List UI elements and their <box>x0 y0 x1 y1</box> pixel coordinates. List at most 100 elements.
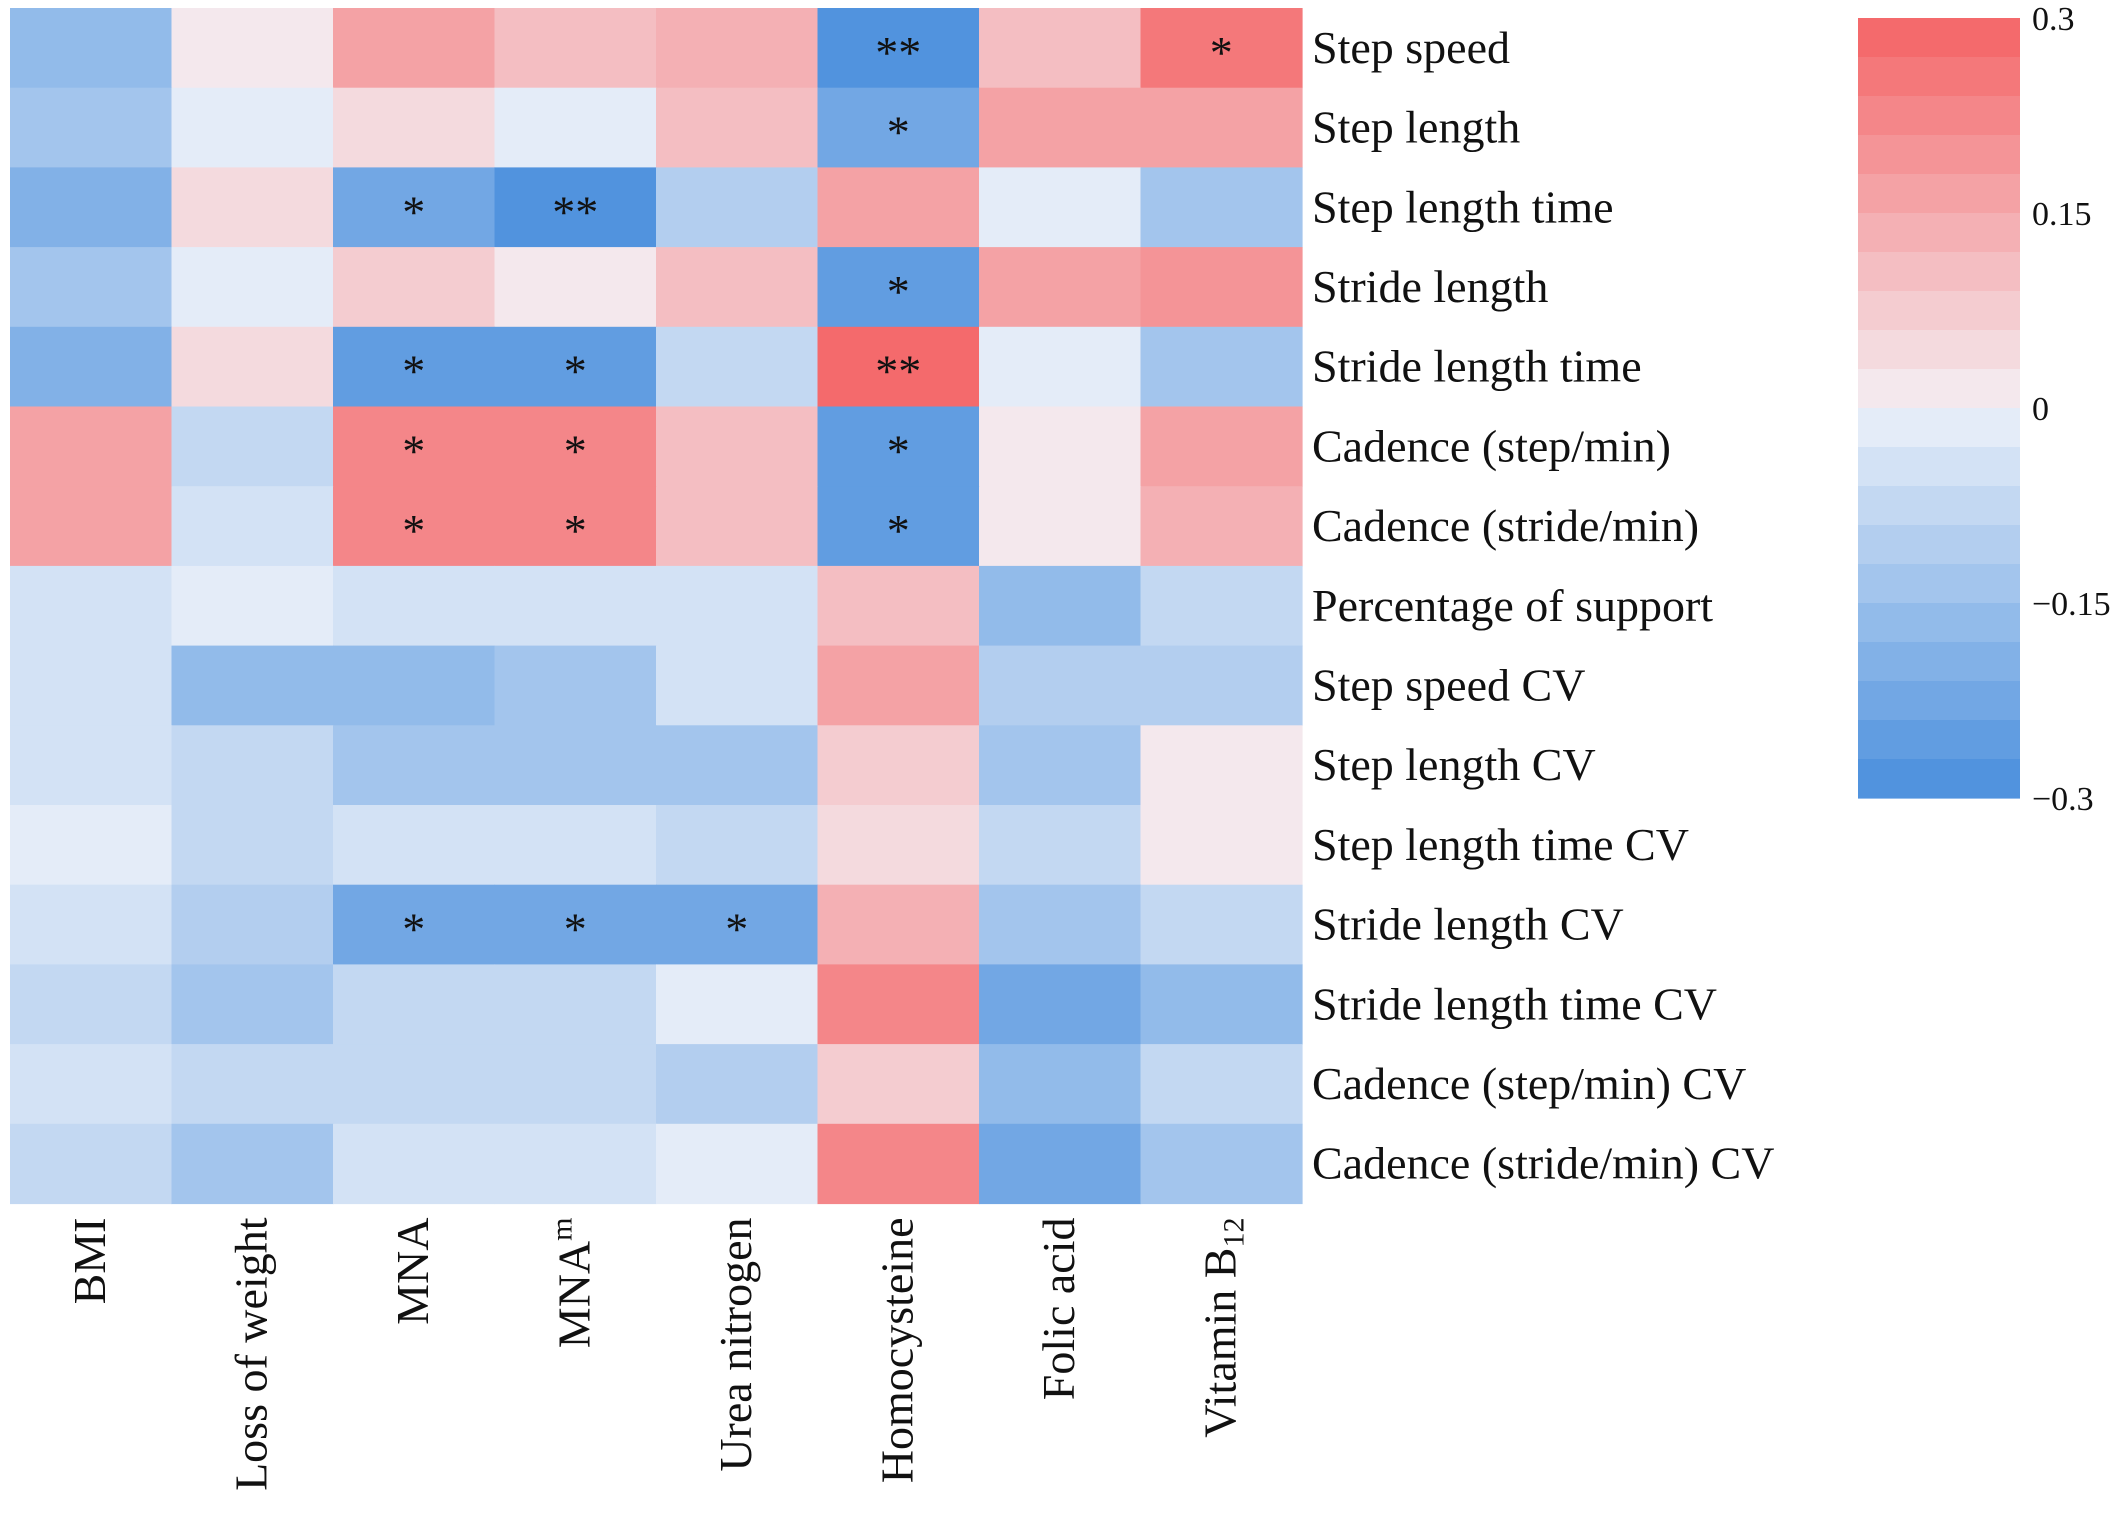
heatmap-cell <box>979 486 1142 567</box>
row-label: Cadence (stride/min) <box>1312 500 1699 551</box>
heatmap-cell <box>817 565 980 647</box>
heatmap-cells <box>10 8 1303 1205</box>
heatmap-cell <box>494 884 657 965</box>
significance-mark: * <box>887 425 910 476</box>
colorbar-segment <box>1858 330 2020 370</box>
colorbar-segment <box>1858 96 2020 136</box>
heatmap-cell <box>979 565 1142 647</box>
heatmap-cell <box>656 167 819 248</box>
colorbar-segment <box>1858 174 2020 214</box>
heatmap-cell <box>1140 725 1303 806</box>
heatmap-cell <box>10 486 173 567</box>
heatmap-cell <box>979 805 1142 886</box>
colorbar-segment <box>1858 681 2020 721</box>
heatmap-cell <box>817 406 980 487</box>
heatmap-cell <box>171 406 334 487</box>
row-label: Step length time <box>1312 181 1614 232</box>
heatmap-cell <box>10 167 173 248</box>
heatmap-cell <box>656 406 819 487</box>
heatmap-cell <box>979 1044 1142 1125</box>
column-label: Urea nitrogen <box>710 1218 761 1472</box>
row-label: Stride length time CV <box>1312 978 1717 1029</box>
heatmap-cell <box>171 884 334 965</box>
heatmap-cell <box>171 87 334 168</box>
row-label: Stride length CV <box>1312 899 1624 950</box>
heatmap-cell <box>171 565 334 647</box>
column-label: MNA <box>387 1218 438 1325</box>
column-label: Homocysteine <box>871 1218 922 1484</box>
row-label: Step length time CV <box>1312 819 1689 870</box>
heatmap-cell <box>1140 884 1303 965</box>
colorbar-tick-label: 0.3 <box>2032 1 2075 38</box>
colorbar-segment <box>1858 486 2020 526</box>
heatmap-cell <box>171 725 334 806</box>
column-label: Folic acid <box>1033 1218 1084 1401</box>
heatmap-cell <box>979 884 1142 965</box>
significance-mark: * <box>402 505 425 556</box>
heatmap-cell <box>817 167 980 248</box>
colorbar-segment <box>1858 213 2020 253</box>
colorbar-segment <box>1858 369 2020 409</box>
heatmap-cell <box>494 964 657 1045</box>
significance-mark: * <box>402 425 425 476</box>
heatmap-cell <box>979 87 1142 168</box>
significance-mark: * <box>402 186 425 237</box>
heatmap-cell <box>1140 964 1303 1045</box>
colorbar-segment <box>1858 720 2020 760</box>
heatmap-cell <box>171 964 334 1045</box>
row-label: Step speed CV <box>1312 659 1585 710</box>
heatmap-cell <box>333 645 496 726</box>
row-labels: Step speed Step length Step length time Str… <box>1312 22 1774 1189</box>
heatmap-cell <box>1140 645 1303 726</box>
heatmap-cell <box>333 884 496 965</box>
heatmap-cell <box>10 884 173 965</box>
heatmap-cell <box>171 645 334 726</box>
column-labels: BMI Loss of weight MNA MNAm Urea nitrogen Hom… <box>64 1217 1251 1491</box>
heatmap-cell <box>817 247 980 328</box>
heatmap-cell <box>656 8 819 89</box>
heatmap-cell <box>979 326 1142 408</box>
heatmap-cell <box>656 645 819 726</box>
heatmap-cell <box>333 8 496 89</box>
significance-mark: * <box>402 346 425 397</box>
colorbar-tick-label: −0.15 <box>2032 586 2111 623</box>
column-label: BMI <box>64 1218 115 1305</box>
heatmap-cell <box>817 805 980 886</box>
heatmap-cell <box>817 8 980 89</box>
colorbar-tick-label: 0 <box>2032 391 2049 428</box>
row-label: Step length <box>1312 102 1520 153</box>
heatmap-cell <box>494 87 657 168</box>
heatmap-cell <box>333 247 496 328</box>
heatmap-cell <box>1140 1044 1303 1125</box>
heatmap-cell <box>817 87 980 168</box>
heatmap-cell <box>656 565 819 647</box>
heatmap-cell <box>979 406 1142 487</box>
heatmap-cell <box>656 805 819 886</box>
heatmap-cell <box>979 964 1142 1045</box>
heatmap-cell <box>333 805 496 886</box>
heatmap-cell <box>656 1044 819 1125</box>
heatmap-cell <box>494 805 657 886</box>
heatmap-cell <box>656 884 819 965</box>
heatmap-cell <box>10 1123 173 1205</box>
row-label: Stride length <box>1312 261 1548 312</box>
significance-mark: * <box>887 266 910 317</box>
significance-mark: * <box>564 505 587 556</box>
colorbar-segment <box>1858 447 2020 487</box>
heatmap-cell <box>333 1123 496 1205</box>
heatmap-cell <box>656 247 819 328</box>
heatmap-cell <box>656 326 819 408</box>
significance-mark: ** <box>875 346 921 397</box>
heatmap-cell <box>10 326 173 408</box>
heatmap-cell <box>494 326 657 408</box>
heatmap-cell <box>10 805 173 886</box>
heatmap-cell <box>656 1123 819 1205</box>
heatmap-cell <box>1140 87 1303 168</box>
heatmap-cell <box>171 167 334 248</box>
heatmap-cell <box>817 884 980 965</box>
significance-mark: * <box>725 904 748 955</box>
colorbar-segment <box>1858 525 2020 565</box>
significance-mark: * <box>564 425 587 476</box>
heatmap-cell <box>494 247 657 328</box>
significance-mark: * <box>1210 27 1233 78</box>
